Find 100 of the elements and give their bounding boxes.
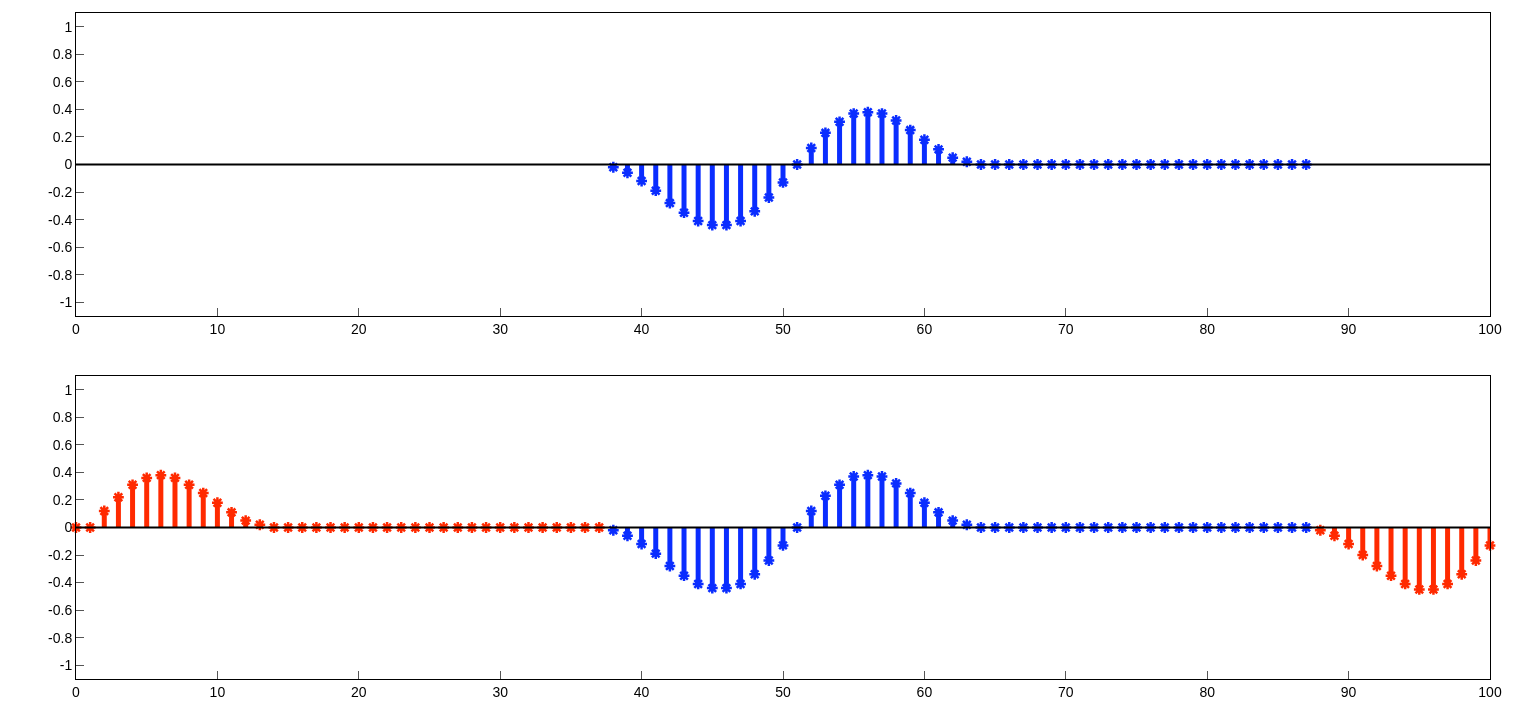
y-tick-label: -0.2	[48, 183, 73, 200]
point	[946, 150, 960, 165]
point	[776, 538, 790, 553]
point	[917, 133, 932, 147]
y-tick-label: 0.4	[52, 464, 73, 481]
point	[691, 214, 705, 228]
point	[818, 126, 833, 140]
point	[946, 513, 960, 528]
point	[832, 478, 847, 492]
point	[861, 105, 875, 119]
point	[1327, 529, 1342, 543]
y-tick-label: 0.8	[52, 409, 73, 426]
point	[1455, 567, 1469, 581]
x-tick-label: 70	[1058, 320, 1074, 337]
point	[804, 141, 818, 155]
point	[818, 489, 833, 503]
point	[1384, 569, 1398, 583]
point	[663, 559, 677, 573]
point	[733, 214, 748, 228]
x-tick-label: 90	[1340, 683, 1357, 700]
x-tick-label: 20	[351, 320, 367, 337]
x-tick-label: 20	[351, 683, 367, 700]
x-tick-label: 100	[1478, 683, 1502, 700]
y-tick-label: 0.8	[52, 46, 73, 63]
y-tick-label: -0.4	[48, 574, 73, 591]
y-tick-label: 0.4	[52, 101, 73, 118]
point	[719, 581, 734, 595]
point	[776, 175, 790, 190]
point	[224, 505, 239, 519]
y-tick-label: -0.6	[48, 239, 73, 256]
x-tick-label: 60	[916, 320, 933, 337]
x-tick-label: 10	[209, 320, 226, 337]
y-tick-label: 1	[64, 381, 73, 398]
point	[1440, 577, 1455, 591]
point	[125, 478, 140, 492]
y-tick-label: 0.2	[52, 491, 73, 508]
point	[903, 486, 917, 500]
x-tick-label: 80	[1199, 683, 1216, 700]
y-tick-label: -0.6	[48, 602, 73, 619]
y-tick-label: -0.8	[48, 629, 73, 646]
y-tick-label: -1	[59, 294, 73, 311]
point	[748, 567, 762, 581]
point	[748, 204, 762, 218]
point	[917, 496, 932, 510]
point	[931, 505, 946, 519]
point	[804, 504, 818, 518]
y-tick-label: 0	[64, 156, 73, 173]
point	[154, 468, 168, 482]
x-tick-label: 50	[775, 683, 791, 700]
y-tick-label: -0.4	[48, 211, 73, 228]
point	[649, 547, 663, 561]
point	[1469, 553, 1483, 568]
point	[1483, 538, 1497, 553]
point	[762, 190, 776, 205]
y-tick-label: 0.2	[52, 128, 73, 145]
y-tick-label: 0.6	[52, 436, 73, 453]
y-tick-label: -0.2	[48, 546, 73, 563]
point	[1412, 582, 1426, 597]
x-tick-label: 30	[492, 683, 509, 700]
point	[861, 468, 875, 482]
point	[889, 113, 903, 128]
point	[634, 174, 649, 188]
x-tick-label: 70	[1058, 683, 1074, 700]
point	[168, 471, 182, 485]
point	[1356, 548, 1370, 562]
point	[677, 569, 691, 583]
point	[111, 490, 126, 504]
point	[705, 581, 719, 595]
point	[677, 206, 691, 220]
point	[663, 196, 677, 210]
point	[875, 106, 889, 121]
point	[691, 577, 705, 591]
x-tick-label: 40	[633, 320, 650, 337]
point	[705, 218, 719, 232]
point	[847, 469, 861, 484]
point	[97, 504, 111, 518]
point	[649, 184, 663, 198]
point	[239, 513, 253, 528]
x-tick-label: 50	[775, 320, 791, 337]
x-tick-label: 80	[1199, 320, 1216, 337]
point	[196, 486, 210, 500]
y-tick-label: 0.6	[52, 73, 73, 90]
x-tick-label: 30	[492, 320, 509, 337]
x-tick-label: 100	[1478, 320, 1502, 337]
point	[620, 529, 635, 543]
x-tick-label: 10	[209, 683, 226, 700]
point	[847, 106, 861, 121]
point	[1341, 537, 1356, 551]
point	[875, 469, 889, 484]
point	[634, 537, 649, 551]
y-tick-label: -1	[59, 657, 73, 674]
point	[903, 123, 917, 137]
point	[1398, 577, 1412, 591]
point	[182, 478, 196, 492]
point	[620, 166, 635, 180]
point	[832, 115, 847, 129]
point	[733, 577, 748, 591]
point	[210, 496, 225, 510]
point	[762, 553, 776, 568]
point	[719, 218, 734, 232]
